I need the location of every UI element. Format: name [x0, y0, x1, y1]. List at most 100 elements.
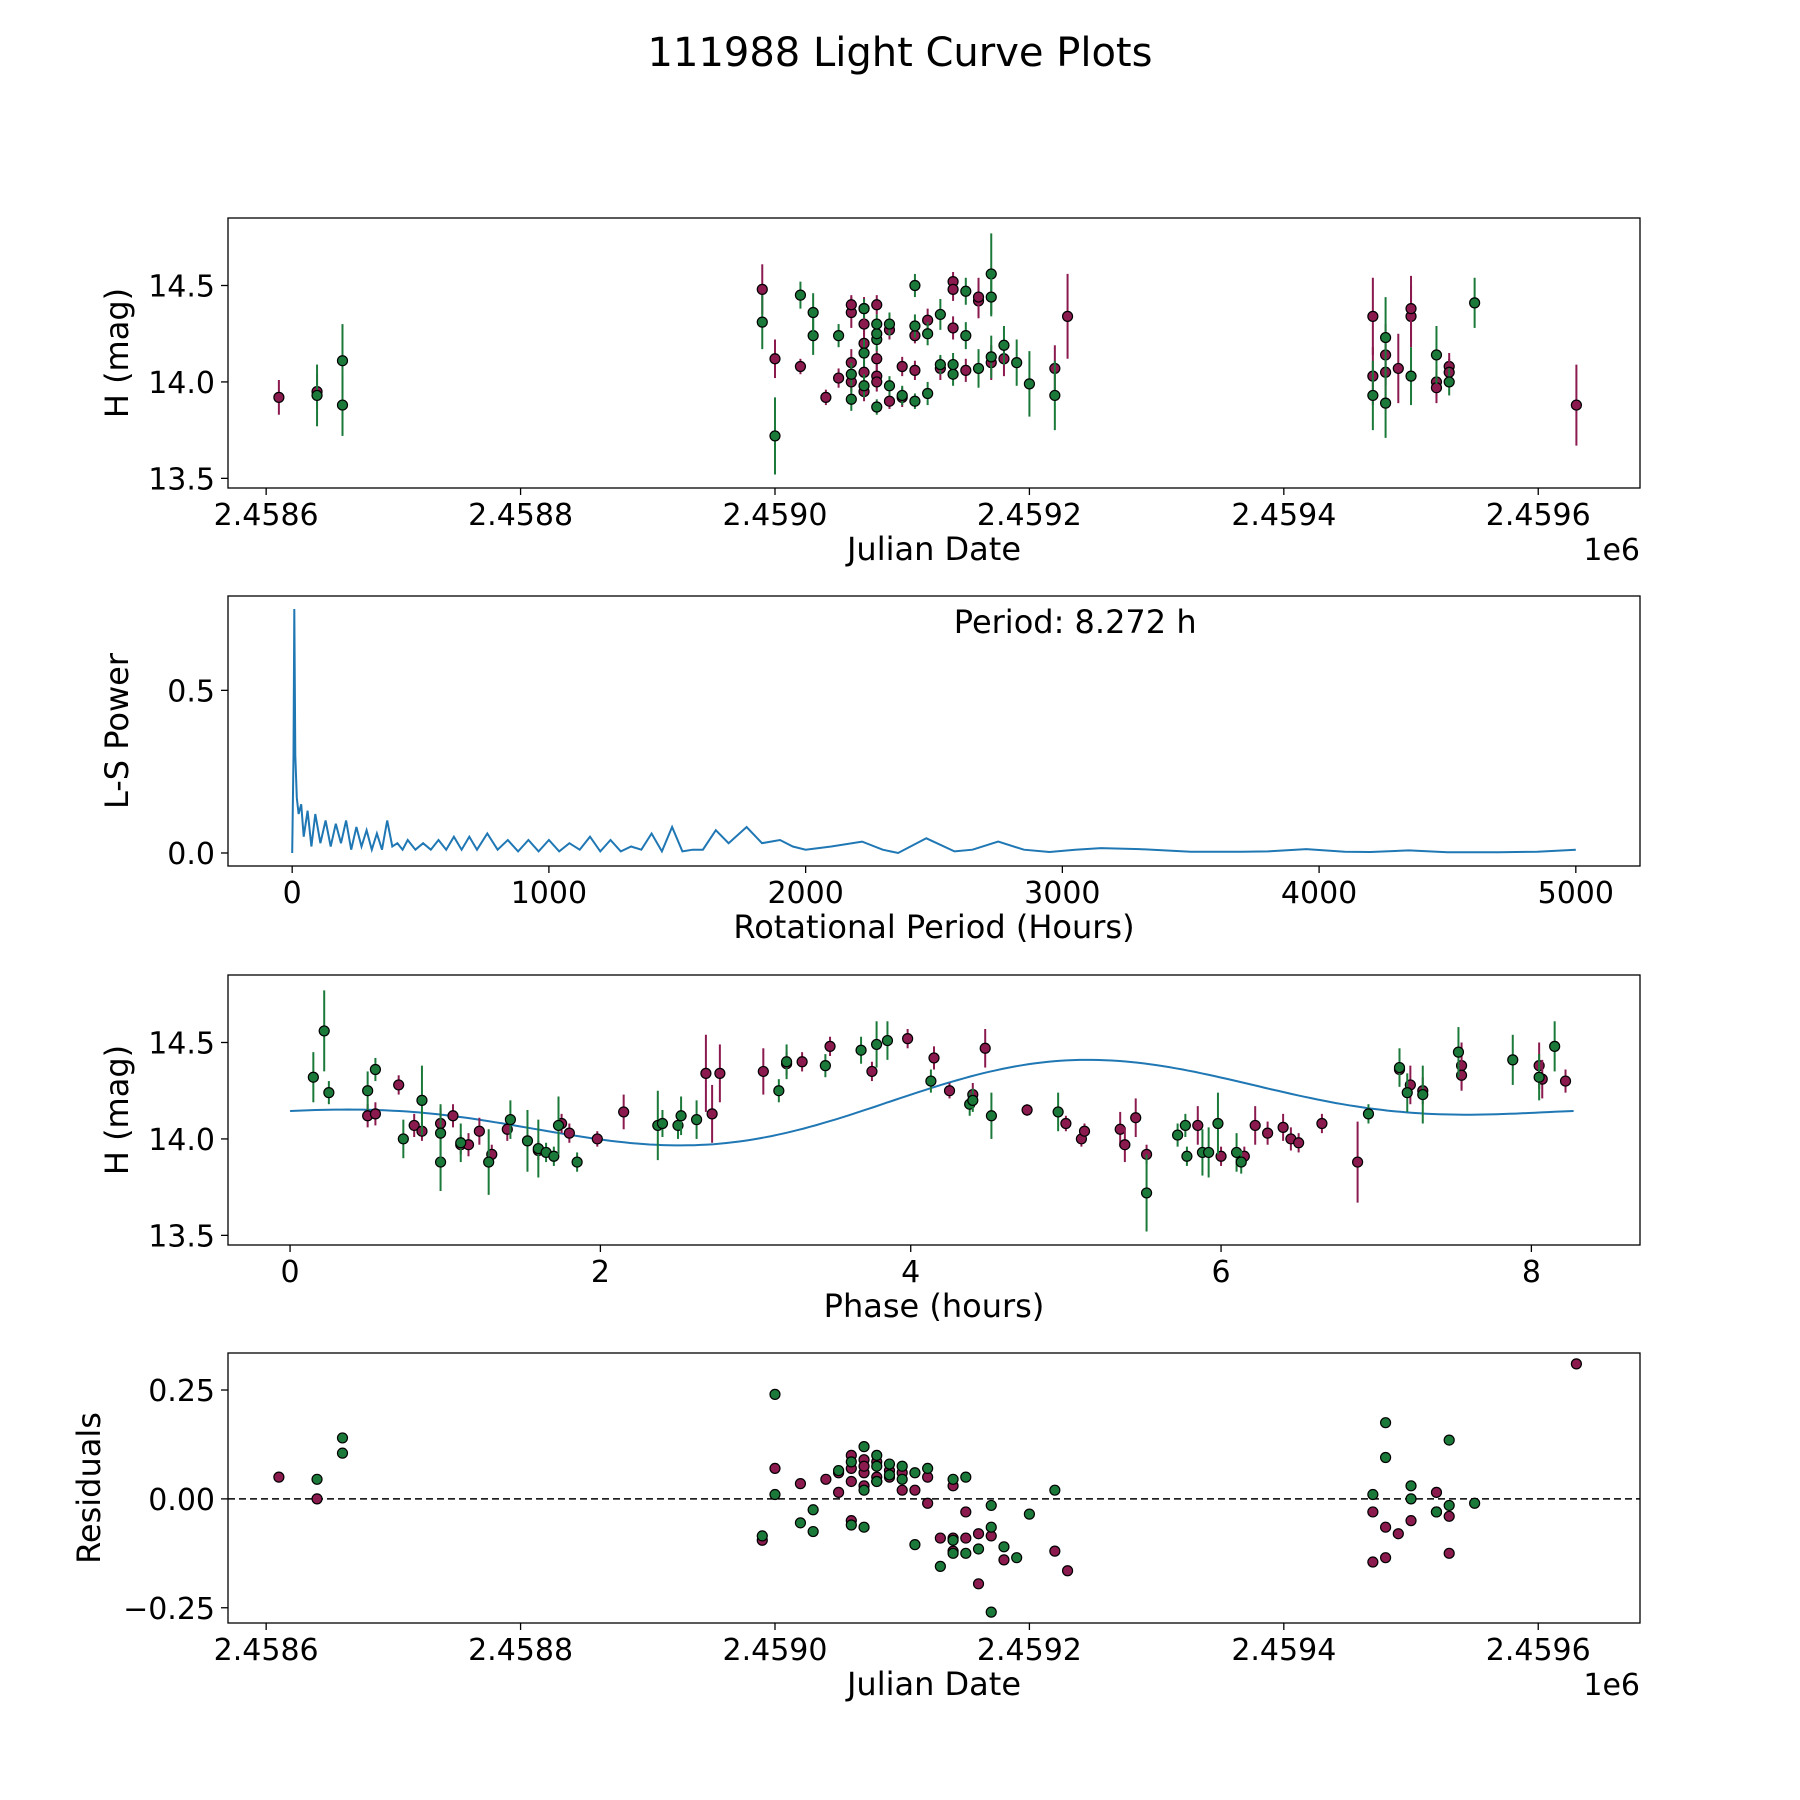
residuals-point [909, 1484, 921, 1496]
residuals-point [1392, 1528, 1404, 1540]
phased-point [1060, 1117, 1072, 1130]
residuals-point [985, 1499, 997, 1512]
lightcurve-series-green [311, 233, 1481, 475]
phased-point [985, 1110, 998, 1122]
lightcurve-chart: 2.4586 2.4588 2.4590 2.4592 2.4594 2.4596 13.5… [98, 217, 1641, 568]
residuals-point [909, 1467, 921, 1479]
residuals-point [922, 1462, 934, 1475]
phased-point [362, 1085, 374, 1097]
phased-point [1452, 1046, 1465, 1058]
residuals-point [871, 1475, 883, 1488]
residuals-point [1379, 1417, 1392, 1429]
residuals-point [922, 1497, 934, 1509]
lightcurve-point [883, 395, 896, 407]
residuals-point [896, 1460, 908, 1472]
residuals-point [311, 1473, 323, 1485]
residuals-point [998, 1554, 1010, 1566]
residuals-point [336, 1447, 349, 1459]
residuals-point [909, 1539, 921, 1551]
phased-point [1559, 1075, 1572, 1087]
phased-point [1130, 1112, 1142, 1124]
residuals-ytick-label: 0.25 [148, 1374, 215, 1409]
lightcurve-point [858, 318, 870, 330]
residuals-point [883, 1458, 896, 1470]
lightcurve-point [1049, 389, 1061, 402]
phased-point [656, 1117, 669, 1130]
phased-point [307, 1071, 319, 1083]
residuals-point [1379, 1552, 1392, 1564]
phased-point [1362, 1108, 1375, 1120]
periodogram-ytick-label: 0.5 [167, 674, 215, 709]
lightcurve-point [1023, 378, 1036, 390]
phased-point [521, 1135, 534, 1147]
phased-point [1316, 1117, 1328, 1130]
phased-point [1393, 1061, 1406, 1074]
lightcurve-point [336, 355, 349, 367]
residuals-point [807, 1525, 819, 1538]
lightcurve-point [909, 395, 921, 407]
phased-point [369, 1063, 382, 1076]
residuals-point [1443, 1547, 1455, 1559]
residuals-point [960, 1532, 972, 1544]
residuals-point [858, 1460, 870, 1472]
phased-point [773, 1085, 785, 1097]
phased-point [571, 1156, 583, 1168]
residuals-point [1443, 1510, 1455, 1522]
residuals-xtick-label: 2.4596 [1486, 1633, 1591, 1668]
lightcurve-point [845, 368, 857, 380]
phased-ytick-label: 13.5 [148, 1219, 215, 1254]
lightcurve-point [1469, 297, 1481, 309]
lightcurve-point [858, 303, 870, 315]
lightcurve-point [845, 299, 857, 311]
phased-point [393, 1079, 405, 1091]
lightcurve-point [947, 322, 959, 334]
lightcurve-point [756, 316, 768, 328]
residuals-point [1405, 1493, 1417, 1505]
residuals-ytick-label: −0.25 [123, 1592, 215, 1627]
residuals-frame [227, 1352, 1641, 1624]
lightcurve-point [896, 360, 908, 373]
lightcurve-point [807, 330, 819, 342]
residuals-point [1430, 1506, 1443, 1518]
lightcurve-point [909, 279, 921, 292]
phased-point [397, 1133, 409, 1145]
residuals-point [1367, 1556, 1379, 1568]
residuals-point [960, 1471, 972, 1483]
residuals-point [858, 1484, 870, 1496]
residuals-xtick-label: 2.4590 [722, 1633, 827, 1668]
phased-point [714, 1067, 726, 1079]
phased-point [1140, 1187, 1153, 1199]
periodogram-chart: 0 1000 2000 3000 4000 5000 0.0 0.5 Rotational Pe… [98, 595, 1641, 946]
residuals-point [960, 1506, 972, 1518]
lightcurve-point [832, 330, 845, 342]
lightcurve-point [336, 399, 349, 411]
phased-point [1277, 1121, 1289, 1133]
residuals-point [972, 1543, 985, 1555]
residuals-point [896, 1484, 908, 1496]
phased-point [881, 1034, 894, 1047]
lightcurve-point [922, 387, 934, 400]
phased-point [1549, 1040, 1561, 1052]
lightcurve-point [1405, 370, 1417, 382]
residuals-point [1405, 1515, 1417, 1527]
residuals-point [985, 1606, 997, 1618]
phased-point [434, 1127, 447, 1139]
lightcurve-point [1430, 349, 1443, 361]
lightcurve-xtick-label: 2.4594 [1231, 498, 1336, 533]
periodogram-ylabel: L-S Power [98, 652, 136, 809]
phased-point [1119, 1139, 1131, 1151]
periodogram-power-line [291, 608, 1576, 855]
residuals-point [1443, 1499, 1455, 1512]
phased-point [1351, 1156, 1364, 1168]
phased-point [1021, 1104, 1033, 1116]
residuals-ytick-label: 0.00 [148, 1483, 215, 1518]
phased-xlabel: Phase (hours) [824, 1287, 1045, 1325]
periodogram-annotation: Period: 8.272 h [954, 603, 1197, 641]
lightcurve-point [273, 391, 285, 403]
residuals-point [1379, 1451, 1392, 1464]
figure-title: 111988 Light Curve Plots [648, 30, 1153, 76]
phased-point [1192, 1119, 1204, 1132]
lightcurve-point [794, 360, 807, 373]
phased-chart: 0 2 4 6 8 13.5 14.0 14.5 Phase (hours) H (mag) [98, 974, 1641, 1325]
lightcurve-point [985, 351, 997, 363]
